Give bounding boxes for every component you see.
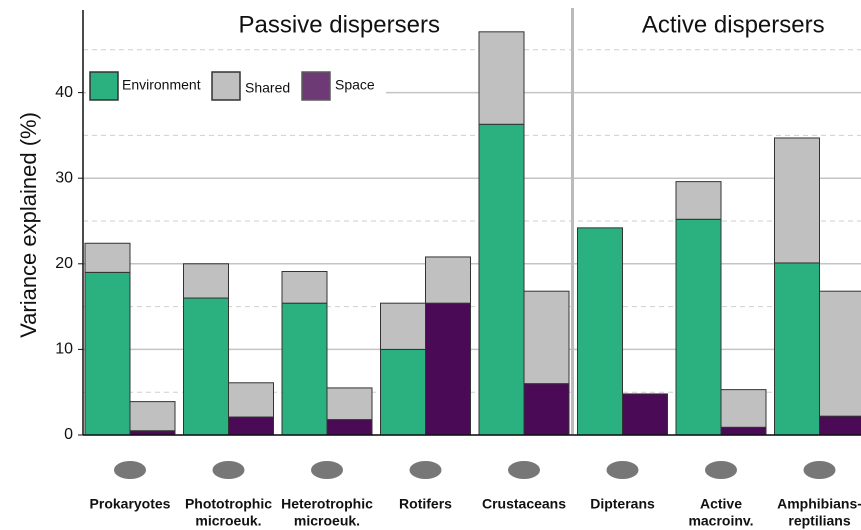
- x-tick-label: Crustaceans: [482, 496, 566, 512]
- legend-label: Space: [335, 77, 375, 93]
- y-axis-label: Variance explained (%): [16, 112, 41, 338]
- bar-segment: [326, 387, 373, 421]
- bar-segment: [183, 263, 229, 299]
- y-tick-label: 30: [55, 169, 73, 186]
- legend-swatch: [211, 71, 241, 101]
- bar-segment: [819, 415, 861, 436]
- bar-segment: [326, 419, 373, 436]
- bar-segment: [577, 227, 623, 436]
- group-label: Active dispersers: [642, 11, 825, 38]
- bar-segment: [425, 256, 471, 304]
- taxon-icon: [705, 461, 737, 479]
- bar-segment: [675, 181, 722, 220]
- bar-segment: [183, 297, 229, 436]
- legend-label: Environment: [122, 77, 201, 93]
- x-tick-label: Heterotrophic: [281, 496, 373, 512]
- taxon-icon: [114, 461, 146, 479]
- x-tick-label: Prokaryotes: [90, 496, 171, 512]
- group-label-bg: [605, 10, 846, 42]
- bar-segment: [228, 382, 274, 418]
- bar-segment: [720, 389, 767, 428]
- y-tick-label: 10: [55, 341, 73, 358]
- y-tick-label: 0: [64, 426, 73, 443]
- bar-segment: [622, 393, 668, 436]
- bar-segment: [129, 401, 176, 432]
- bar-segment: [523, 383, 570, 436]
- x-tick-label: Amphibians-: [777, 496, 861, 512]
- bar-segment: [425, 302, 471, 436]
- x-tick-label: reptilians: [788, 513, 850, 529]
- y-tick-label: 20: [55, 255, 73, 272]
- bar-segment: [774, 137, 820, 264]
- x-tick-label: Active: [700, 496, 742, 512]
- bar-segment: [84, 242, 131, 273]
- bar-segment: [478, 123, 525, 436]
- x-tick-label: Dipterans: [590, 496, 655, 512]
- bar-segment: [281, 302, 328, 436]
- x-tick-label: microeuk.: [195, 513, 261, 529]
- bar-segment: [380, 302, 426, 350]
- taxon-icon: [508, 461, 540, 479]
- legend-swatch: [301, 71, 331, 101]
- x-tick-label: Rotifers: [399, 496, 452, 512]
- taxon-icon: [409, 461, 442, 479]
- bar-segment: [774, 262, 820, 436]
- bar-segment: [281, 271, 328, 304]
- legend-label: Shared: [245, 80, 290, 96]
- bar-segment: [523, 290, 570, 385]
- bar-segment: [228, 416, 274, 436]
- bar-segment: [380, 348, 426, 436]
- bar-segment: [478, 31, 525, 125]
- x-tick-label: microeuk.: [294, 513, 360, 529]
- group-label: Passive dispersers: [239, 11, 440, 38]
- legend-swatch: [89, 71, 119, 101]
- bar-segment: [675, 218, 722, 436]
- bar-segment: [819, 290, 861, 417]
- bar-segment: [84, 271, 131, 436]
- taxon-icon: [803, 461, 836, 479]
- group-label-bg: [211, 10, 452, 42]
- taxon-icon: [311, 461, 343, 479]
- y-tick-label: 40: [55, 84, 73, 101]
- x-tick-label: Phototrophic: [185, 496, 272, 512]
- x-tick-label: macroinv.: [688, 513, 753, 529]
- bar-segment: [720, 426, 767, 436]
- taxon-icon: [212, 461, 245, 479]
- taxon-icon: [606, 461, 639, 479]
